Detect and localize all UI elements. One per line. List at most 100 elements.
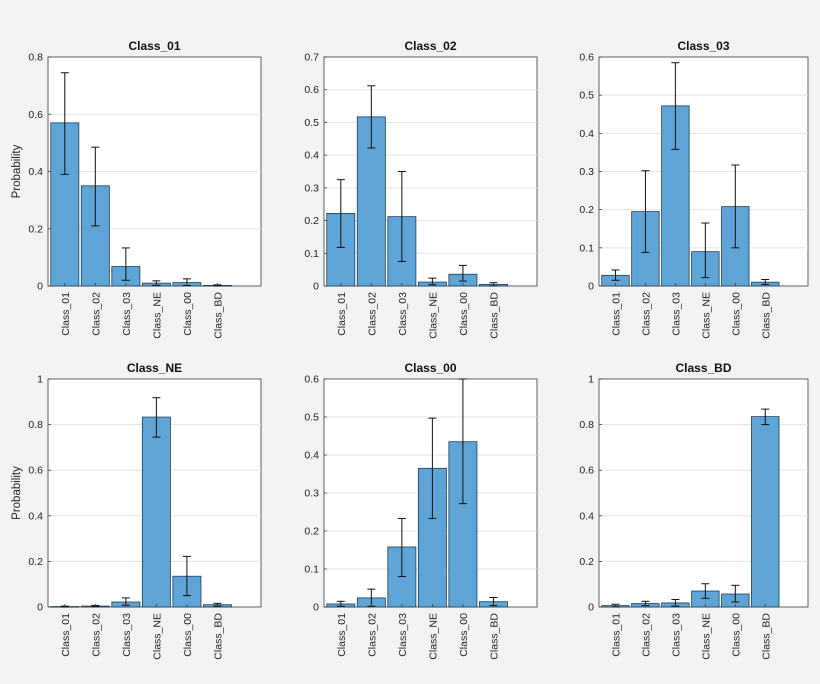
y-tick-label: 0.4 (28, 510, 43, 522)
x-tick-label: Class_NE (700, 292, 712, 339)
x-tick-label: Class_01 (336, 292, 348, 336)
x-tick-label: Class_02 (90, 613, 102, 657)
y-tick-label: 0 (313, 281, 319, 293)
bar-class-ne (141, 416, 171, 608)
chart-panel-6: 0 0.2 0.4 0.6 0.8 1 Class_01 Class_02 Class_03 Cl… (579, 361, 809, 660)
y-tick-label: 0.4 (579, 128, 594, 140)
y-tick-label: 0.2 (28, 556, 43, 568)
y-tick-label: 0 (313, 602, 319, 614)
y-tick-label: 0.1 (579, 242, 594, 254)
x-tick-label: Class_00 (730, 292, 742, 336)
bar-class-bd (751, 416, 780, 608)
y-tick-label: 0 (588, 602, 594, 614)
x-tick-label: Class_01 (610, 613, 622, 657)
error-bar (611, 269, 620, 281)
y-tick-label: 0.3 (304, 182, 319, 194)
x-tick-label: Class_NE (151, 613, 163, 660)
chart-title: Class_01 (128, 39, 180, 53)
chart-panel-5: 0 0.1 0.2 0.3 0.4 0.5 0.6 Class_01 Class_02 Class… (304, 361, 538, 660)
chart-panel-2: 0 0.1 0.2 0.3 0.4 0.5 0.6 0.7 Class_01 Class_02 Cl… (304, 39, 538, 339)
y-tick-label: 0.4 (304, 450, 319, 462)
error-bar (731, 584, 740, 603)
error-bar (458, 378, 467, 505)
x-tick-label: Class_01 (60, 613, 72, 657)
error-bar (671, 62, 680, 150)
error-bar (701, 222, 710, 279)
x-tick-label: Class_00 (730, 613, 742, 657)
chart-panel-4: 0 0.2 0.4 0.6 0.8 1 Class_01 Class_02 Class_03 Cl… (11, 361, 262, 660)
chart-title: Class_NE (127, 361, 182, 375)
x-tick-label: Class_NE (151, 292, 163, 339)
chart-panel-1: 0 0.2 0.4 0.6 0.8 Class_01 Class_02 Class_03 Cla… (11, 39, 262, 339)
x-tick-label: Class_03 (670, 292, 682, 336)
error-bar (458, 264, 467, 282)
x-tick-label: Class_00 (182, 292, 194, 336)
y-tick-label: 0.2 (579, 556, 594, 568)
x-tick-label: Class_02 (90, 292, 102, 336)
y-tick-label: 0.4 (579, 510, 594, 522)
x-tick-label: Class_03 (121, 613, 133, 657)
y-tick-label: 0.1 (304, 564, 319, 576)
x-tick-label: Class_01 (610, 292, 622, 336)
error-bar (761, 408, 770, 426)
y-tick-label: 0.2 (579, 204, 594, 216)
y-tick-label: 1 (37, 374, 43, 386)
error-bar (428, 417, 437, 519)
x-tick-label: Class_02 (640, 613, 652, 657)
error-bar (397, 517, 406, 578)
chart-title: Class_00 (404, 361, 456, 375)
error-bar (336, 179, 345, 248)
axes-box (323, 56, 538, 287)
y-tick-label: 0.4 (304, 150, 319, 162)
x-tick-label: Class_00 (182, 613, 194, 657)
y-tick-label: 0.5 (304, 117, 319, 129)
chart-title: Class_02 (404, 39, 456, 53)
error-bar (701, 583, 710, 599)
y-tick-label: 0.8 (28, 419, 43, 431)
error-bar (60, 72, 69, 175)
error-bar (91, 146, 100, 227)
x-tick-label: Class_00 (458, 292, 470, 336)
y-tick-label: 0.5 (304, 412, 319, 424)
y-axis-label: Probability (11, 466, 23, 520)
x-tick-label: Class_01 (336, 613, 348, 657)
y-tick-label: 0.2 (304, 215, 319, 227)
x-tick-label: Class_BD (760, 292, 772, 339)
x-tick-label: Class_BD (488, 292, 500, 339)
x-tick-label: Class_01 (60, 292, 72, 336)
x-tick-label: Class_BD (760, 613, 772, 660)
y-tick-label: 1 (588, 374, 594, 386)
y-tick-label: 0.6 (304, 84, 319, 96)
y-tick-label: 0.8 (28, 52, 43, 64)
x-tick-label: Class_02 (366, 613, 378, 657)
y-tick-label: 0.6 (579, 465, 594, 477)
y-tick-label: 0 (37, 281, 43, 293)
y-tick-label: 0 (588, 281, 594, 293)
chart-title: Class_BD (675, 361, 731, 375)
error-bar (397, 171, 406, 262)
y-tick-label: 0.6 (28, 109, 43, 121)
y-tick-label: 0.2 (304, 526, 319, 538)
y-tick-label: 0 (37, 602, 43, 614)
error-bar (367, 85, 376, 149)
error-bar (731, 164, 740, 249)
y-tick-label: 0.3 (579, 166, 594, 178)
y-tick-label: 0.2 (28, 223, 43, 235)
y-tick-label: 0.6 (28, 465, 43, 477)
chart-panel-3: 0 0.1 0.2 0.3 0.4 0.5 0.6 Class_01 Class_02 Class… (579, 39, 809, 339)
x-tick-label: Class_03 (670, 613, 682, 657)
error-bar (152, 397, 161, 438)
x-tick-label: Class_03 (397, 292, 409, 336)
x-tick-label: Class_BD (212, 613, 224, 660)
y-tick-label: 0.8 (579, 419, 594, 431)
x-tick-label: Class_00 (458, 613, 470, 657)
error-bar (182, 555, 191, 597)
y-tick-label: 0.6 (304, 374, 319, 386)
y-tick-label: 0.1 (304, 248, 319, 260)
x-tick-label: Class_NE (700, 613, 712, 660)
x-tick-label: Class_02 (366, 292, 378, 336)
y-tick-label: 0.3 (304, 488, 319, 500)
y-tick-label: 0.5 (579, 90, 594, 102)
error-bar (121, 247, 130, 281)
